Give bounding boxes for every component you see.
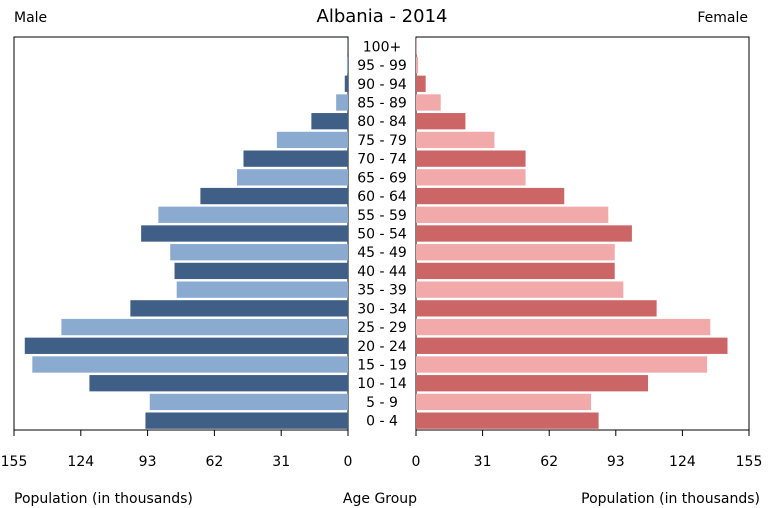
male-bar — [130, 300, 348, 317]
male-bar — [170, 244, 348, 261]
male-bar — [346, 56, 348, 74]
female-bar — [416, 113, 466, 130]
male-bar — [24, 337, 349, 354]
male-bars — [24, 38, 349, 429]
age-group-label: 10 - 14 — [357, 376, 407, 392]
male-tick-label: 62 — [205, 454, 223, 470]
female-bar — [416, 206, 609, 223]
age-group-label: 35 - 39 — [357, 283, 407, 299]
female-tick-label: 62 — [540, 454, 558, 470]
age-group-label: 90 - 94 — [357, 77, 407, 93]
female-bar — [416, 393, 592, 411]
female-tick-label: 155 — [736, 454, 763, 470]
female-tick-label: 31 — [474, 454, 492, 470]
male-tick-label: 124 — [67, 454, 94, 470]
male-bar — [61, 318, 348, 336]
female-bar — [416, 375, 649, 392]
age-group-label: 85 - 89 — [357, 96, 407, 112]
chart-title: Albania - 2014 — [317, 6, 448, 27]
female-bar — [416, 244, 615, 261]
male-bar — [237, 169, 348, 186]
age-group-label: 30 - 34 — [357, 301, 407, 317]
female-x-axis-title: Population (in thousands) — [581, 491, 760, 507]
male-bar — [276, 131, 348, 149]
age-group-label: 50 - 54 — [357, 227, 407, 243]
female-tick-label: 0 — [412, 454, 421, 470]
female-bar — [416, 75, 426, 92]
male-tick-label: 155 — [1, 454, 28, 470]
female-bar — [416, 150, 526, 167]
female-tick-label: 124 — [669, 454, 696, 470]
male-bar — [243, 150, 348, 167]
male-x-axis: 155 124 93 62 31 0 — [1, 430, 353, 470]
female-tick-label: 93 — [607, 454, 625, 470]
male-tick-label: 93 — [139, 454, 157, 470]
male-bar — [311, 113, 348, 130]
male-bar — [145, 412, 348, 429]
age-group-labels: 100+ 95 - 99 90 - 94 85 - 89 80 - 84 75 - 79 7… — [357, 39, 407, 429]
female-x-axis: 0 31 62 93 124 155 — [412, 430, 763, 470]
female-bar — [416, 131, 495, 149]
age-group-axis-title: Age Group — [343, 491, 417, 507]
age-group-label: 25 - 29 — [357, 320, 407, 336]
female-bar — [416, 56, 419, 74]
male-bar — [174, 262, 348, 280]
age-group-label: 20 - 24 — [357, 339, 407, 355]
male-bar — [200, 187, 348, 205]
female-bar — [416, 94, 441, 111]
male-tick-label: 0 — [344, 454, 353, 470]
female-bar — [416, 187, 565, 205]
age-group-label: 70 - 74 — [357, 152, 407, 168]
age-group-label: 40 - 44 — [357, 264, 407, 280]
female-bar — [416, 300, 657, 317]
male-bar — [149, 393, 348, 411]
female-bar — [416, 169, 526, 186]
male-bar — [32, 356, 348, 373]
female-bars — [416, 38, 728, 429]
female-label: Female — [697, 10, 748, 26]
age-group-label: 5 - 9 — [366, 395, 398, 411]
age-group-label: 60 - 64 — [357, 189, 407, 205]
age-group-label: 95 - 99 — [357, 58, 407, 74]
male-bar — [176, 281, 348, 298]
female-bar — [416, 225, 632, 242]
female-bar — [416, 318, 711, 336]
age-group-label: 55 - 59 — [357, 208, 407, 224]
male-label: Male — [14, 10, 47, 26]
male-x-axis-title: Population (in thousands) — [14, 491, 193, 507]
female-bar — [416, 281, 624, 298]
age-group-label: 15 - 19 — [357, 358, 407, 374]
male-bar — [336, 94, 348, 111]
age-group-label: 80 - 84 — [357, 114, 407, 130]
male-bar — [344, 75, 348, 92]
age-group-label: 0 - 4 — [366, 414, 398, 430]
female-bar — [416, 262, 615, 280]
female-bar — [416, 337, 728, 354]
male-bar — [141, 225, 348, 242]
female-bar — [416, 356, 708, 373]
male-bar — [89, 375, 349, 392]
age-group-label: 45 - 49 — [357, 245, 407, 261]
male-bar — [158, 206, 348, 223]
age-group-label: 100+ — [363, 39, 401, 55]
male-tick-label: 31 — [272, 454, 290, 470]
age-group-label: 75 - 79 — [357, 133, 407, 149]
age-group-label: 65 - 69 — [357, 170, 407, 186]
female-bar — [416, 412, 599, 429]
